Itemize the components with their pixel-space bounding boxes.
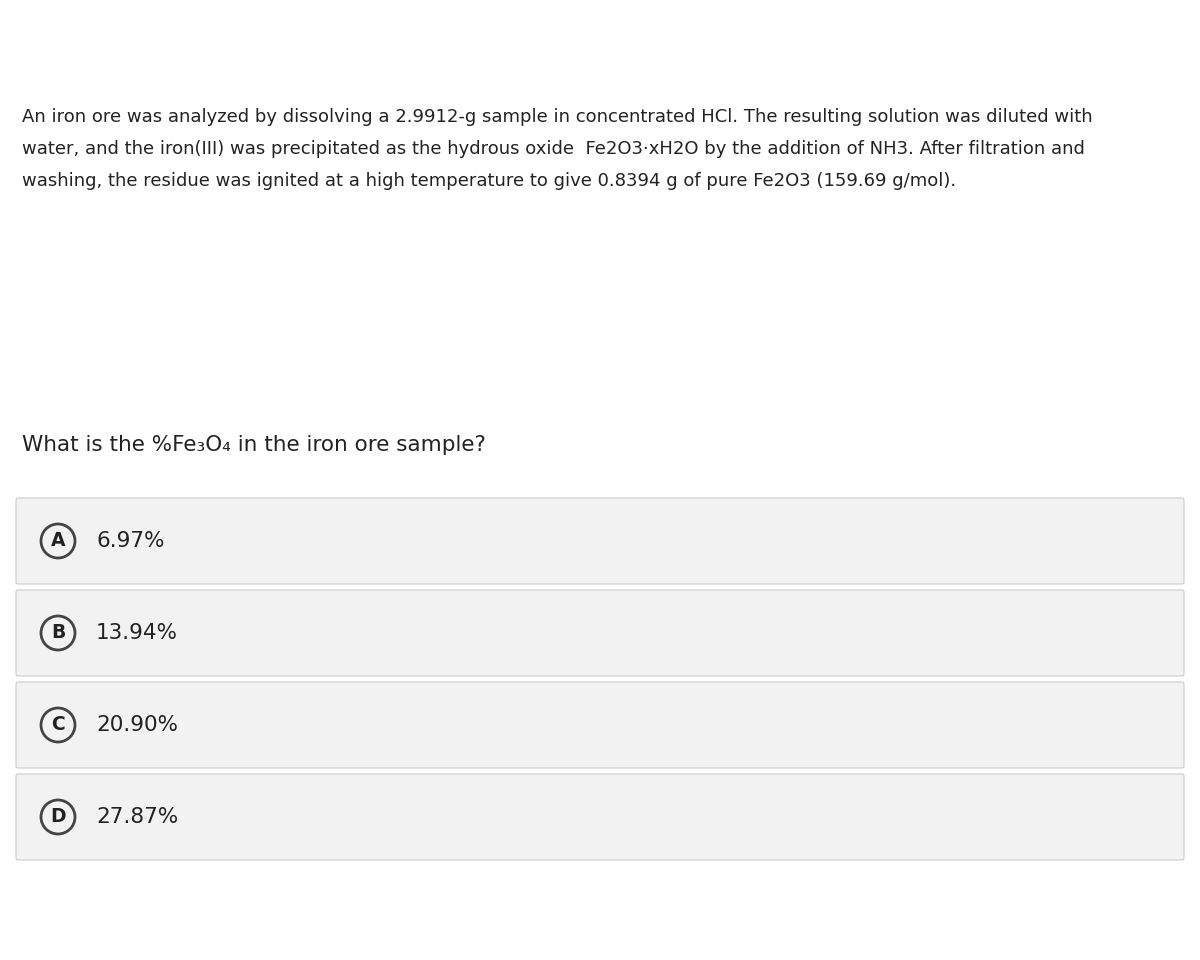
- Circle shape: [41, 524, 74, 558]
- Circle shape: [41, 616, 74, 650]
- Text: B: B: [50, 623, 65, 642]
- Text: D: D: [50, 807, 66, 827]
- Text: A: A: [50, 532, 65, 550]
- FancyBboxPatch shape: [16, 590, 1184, 676]
- Circle shape: [41, 708, 74, 742]
- Text: 6.97%: 6.97%: [96, 531, 164, 551]
- Text: What is the %Fe₃O₄ in the iron ore sample?: What is the %Fe₃O₄ in the iron ore sampl…: [22, 435, 486, 455]
- FancyBboxPatch shape: [16, 498, 1184, 584]
- Text: water, and the iron(III) was precipitated as the hydrous oxide  Fe2O3·xH2O by th: water, and the iron(III) was precipitate…: [22, 140, 1085, 158]
- Circle shape: [41, 800, 74, 834]
- FancyBboxPatch shape: [16, 774, 1184, 860]
- Text: 20.90%: 20.90%: [96, 715, 178, 735]
- Text: An iron ore was analyzed by dissolving a 2.9912-g sample in concentrated HCl. Th: An iron ore was analyzed by dissolving a…: [22, 108, 1093, 126]
- Text: washing, the residue was ignited at a high temperature to give 0.8394 g of pure : washing, the residue was ignited at a hi…: [22, 172, 956, 190]
- Text: 13.94%: 13.94%: [96, 623, 178, 643]
- FancyBboxPatch shape: [16, 682, 1184, 768]
- Text: 27.87%: 27.87%: [96, 807, 179, 827]
- Text: C: C: [52, 715, 65, 734]
